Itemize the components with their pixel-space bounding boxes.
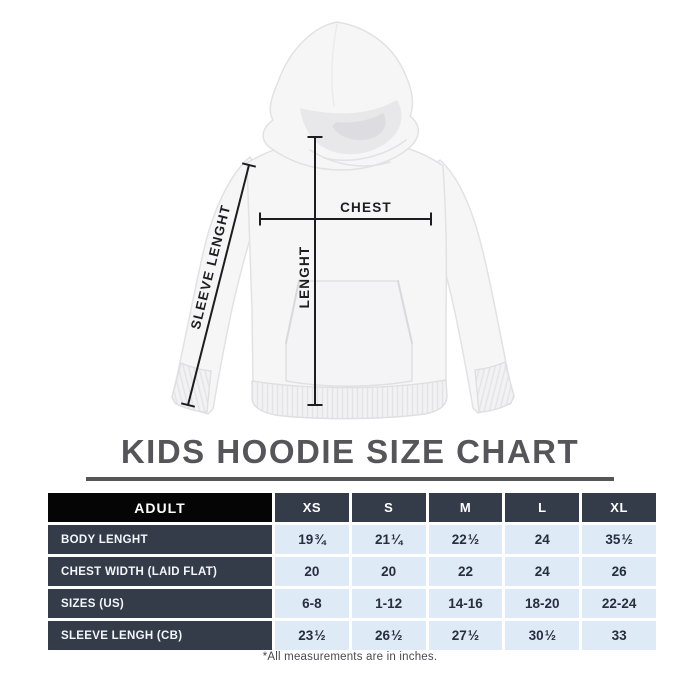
value-cell: 22 — [428, 557, 503, 586]
header-cell-adult: ADULT — [48, 493, 272, 522]
value-cell: 22 ½ — [428, 525, 503, 554]
header-cell-l: L — [505, 493, 580, 522]
value-cell: 18-20 — [505, 589, 580, 618]
row-label: SLEEVE LENGH (CB) — [48, 621, 272, 650]
header-cell-s: S — [351, 493, 426, 522]
value-cell: 20 — [275, 557, 349, 586]
length-label: LENGHT — [297, 246, 312, 309]
row-label: BODY LENGHT — [48, 525, 272, 554]
measurements-footnote: *All measurements are in inches. — [262, 651, 438, 663]
hoodie-hood-inner-deep — [332, 113, 386, 141]
measurement-lines — [180, 136, 432, 408]
value-cell: 33 — [582, 621, 656, 650]
header-cell-xl: XL — [582, 493, 656, 522]
hoodie-pocket-opening-right — [397, 280, 413, 344]
value-cell: 27 ½ — [428, 621, 503, 650]
value-cell: 1-12 — [351, 589, 426, 618]
sleeve-measure-cap-bottom — [180, 402, 196, 408]
row-label: CHEST WIDTH (LAID FLAT) — [48, 557, 272, 586]
value-cell: 30 ½ — [505, 621, 580, 650]
value-cell: 22-24 — [582, 589, 656, 618]
value-cell: 21 ¼ — [351, 525, 426, 554]
value-cell: 20 — [351, 557, 426, 586]
chest-label: CHEST — [340, 200, 392, 215]
row-label: SIZES (US) — [48, 589, 272, 618]
hoodie-right-cuff — [474, 361, 515, 413]
hoodie-neck-flap-left — [309, 149, 391, 167]
sleeve-measure-cap-top — [241, 162, 257, 168]
value-cell: 24 — [505, 525, 580, 554]
page-title: KIDS HOODIE SIZE CHART — [120, 433, 580, 470]
value-cell: 19 ¾ — [275, 525, 349, 554]
sleeve-measure-line — [187, 164, 250, 406]
value-cell: 26 ½ — [351, 621, 426, 650]
hoodie-hood-seam — [331, 23, 338, 107]
hoodie-pocket-opening-left — [285, 280, 300, 344]
hoodie-waistband — [251, 379, 448, 420]
title-underline — [86, 477, 614, 481]
hoodie-pocket — [285, 280, 413, 387]
value-cell: 6-8 — [275, 589, 349, 618]
hoodie-diagram: CHEST LENGHT SLEEVE LENGHT — [110, 0, 590, 430]
size-table: ADULT XS S M L XL BODY LENGHT 19 ¾ 21 ¼ … — [48, 493, 656, 650]
header-cell-m: M — [428, 493, 503, 522]
value-cell: 35 ½ — [582, 525, 656, 554]
value-cell: 24 — [505, 557, 580, 586]
value-cell: 26 — [582, 557, 656, 586]
header-cell-xs: XS — [275, 493, 349, 522]
value-cell: 14-16 — [428, 589, 503, 618]
value-cell: 23 ½ — [275, 621, 349, 650]
hoodie-illustration: CHEST LENGHT SLEEVE LENGHT — [171, 21, 515, 420]
hoodie-neck-flap-right — [323, 139, 407, 161]
